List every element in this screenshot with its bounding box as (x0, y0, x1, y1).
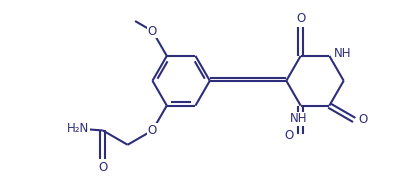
Text: O: O (148, 124, 157, 137)
Text: O: O (98, 161, 108, 174)
Text: O: O (296, 12, 305, 25)
Text: H₂N: H₂N (67, 122, 89, 135)
Text: NH: NH (334, 48, 351, 61)
Text: O: O (358, 114, 368, 126)
Text: O: O (285, 129, 294, 142)
Text: O: O (148, 25, 157, 37)
Text: NH: NH (290, 112, 307, 125)
